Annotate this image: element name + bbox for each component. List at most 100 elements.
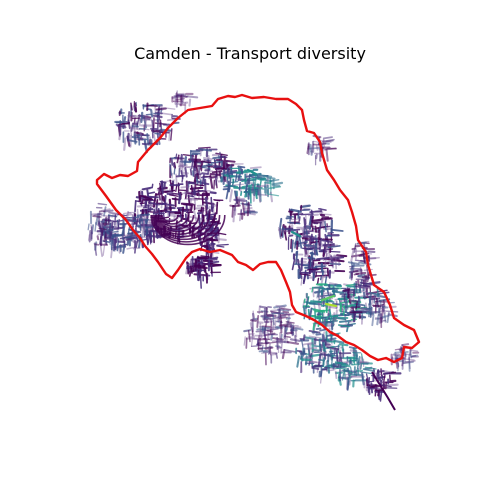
street-segment	[315, 333, 322, 336]
street-segment	[134, 200, 137, 213]
street-segment	[208, 177, 217, 180]
street-segment	[310, 144, 314, 155]
street-segment	[258, 188, 262, 203]
street-segment	[139, 189, 143, 200]
street-segment	[141, 117, 151, 121]
street-segment	[111, 238, 115, 251]
street-segment	[401, 356, 405, 367]
street-segment	[141, 186, 153, 191]
street-segment	[176, 101, 189, 105]
street-segment	[267, 343, 272, 352]
street-segment	[181, 191, 192, 195]
street-segment	[325, 246, 328, 253]
street-segment	[162, 196, 166, 202]
street-segment	[156, 105, 161, 118]
street-segment	[159, 119, 162, 128]
street-segment	[173, 162, 177, 169]
street-segment	[301, 237, 309, 240]
street-segment	[379, 390, 383, 402]
street-segment	[408, 348, 412, 361]
street-segment	[314, 309, 325, 313]
street-segment	[358, 356, 363, 371]
street-segment	[203, 156, 213, 161]
street-segment	[210, 242, 216, 245]
street-segment	[209, 191, 217, 195]
street-segment	[382, 305, 389, 309]
street-segment	[341, 353, 345, 359]
street-segment	[199, 263, 205, 266]
street-segment	[132, 125, 137, 137]
street-segment	[275, 352, 279, 359]
street-segment	[201, 172, 210, 176]
street-segment	[183, 95, 189, 98]
street-segment	[139, 131, 143, 139]
street-segment	[137, 217, 144, 220]
street-segment	[320, 294, 332, 298]
street-segment	[316, 277, 320, 285]
street-segment	[296, 355, 300, 368]
street-segment	[170, 157, 176, 159]
street-segment	[300, 213, 314, 216]
street-segment	[201, 163, 213, 168]
street-segment	[258, 349, 268, 353]
street-segment	[284, 330, 287, 343]
street-segment	[316, 292, 319, 299]
street-segment	[153, 133, 156, 142]
street-segment	[328, 308, 333, 320]
street-segment	[383, 374, 386, 383]
street-segment	[303, 217, 306, 229]
street-segment	[280, 340, 284, 354]
street-segment	[248, 186, 253, 197]
street-segment	[164, 189, 176, 193]
street-segment	[243, 203, 249, 206]
street-segment	[178, 163, 182, 176]
street-segment	[203, 159, 212, 162]
street-segment	[332, 316, 335, 327]
street-segment	[234, 172, 238, 182]
street-segment	[199, 148, 212, 152]
street-segment	[107, 228, 114, 232]
street-segment	[194, 198, 206, 200]
street-segment	[400, 346, 403, 359]
street-segment	[370, 297, 381, 301]
street-segment	[334, 257, 338, 270]
street-segment	[261, 316, 269, 319]
street-segment	[325, 303, 328, 314]
street-segment	[326, 234, 333, 237]
street-segment	[259, 326, 270, 329]
street-segment	[201, 262, 214, 266]
street-segment	[180, 158, 184, 173]
street-segment	[313, 348, 325, 352]
street-segment	[307, 344, 311, 358]
street-segment	[141, 236, 152, 240]
street-segment	[130, 126, 140, 131]
street-segment	[134, 102, 137, 113]
street-segment	[334, 370, 338, 379]
street-segment	[123, 212, 132, 215]
street-segment	[252, 190, 256, 202]
street-segment	[221, 168, 226, 182]
street-segment	[233, 203, 237, 212]
street-segment	[362, 284, 370, 288]
street-segment	[312, 236, 315, 243]
street-segment	[99, 232, 103, 245]
street-segment	[311, 218, 325, 222]
street-segment	[321, 304, 326, 307]
street-segment	[245, 172, 248, 180]
street-segment	[246, 202, 250, 217]
street-segment	[352, 270, 359, 273]
street-segment	[215, 201, 219, 215]
street-segment	[279, 227, 282, 238]
street-segment	[366, 380, 375, 383]
street-segment	[277, 229, 289, 232]
street-segment	[122, 243, 126, 254]
street-segment	[303, 230, 314, 233]
street-segment	[237, 178, 244, 181]
street-segment	[205, 161, 211, 164]
camden-boundary	[95, 93, 421, 364]
street-segment	[313, 244, 317, 257]
street-segment	[348, 293, 352, 304]
street-segment	[272, 314, 275, 326]
street-segment	[186, 181, 196, 185]
